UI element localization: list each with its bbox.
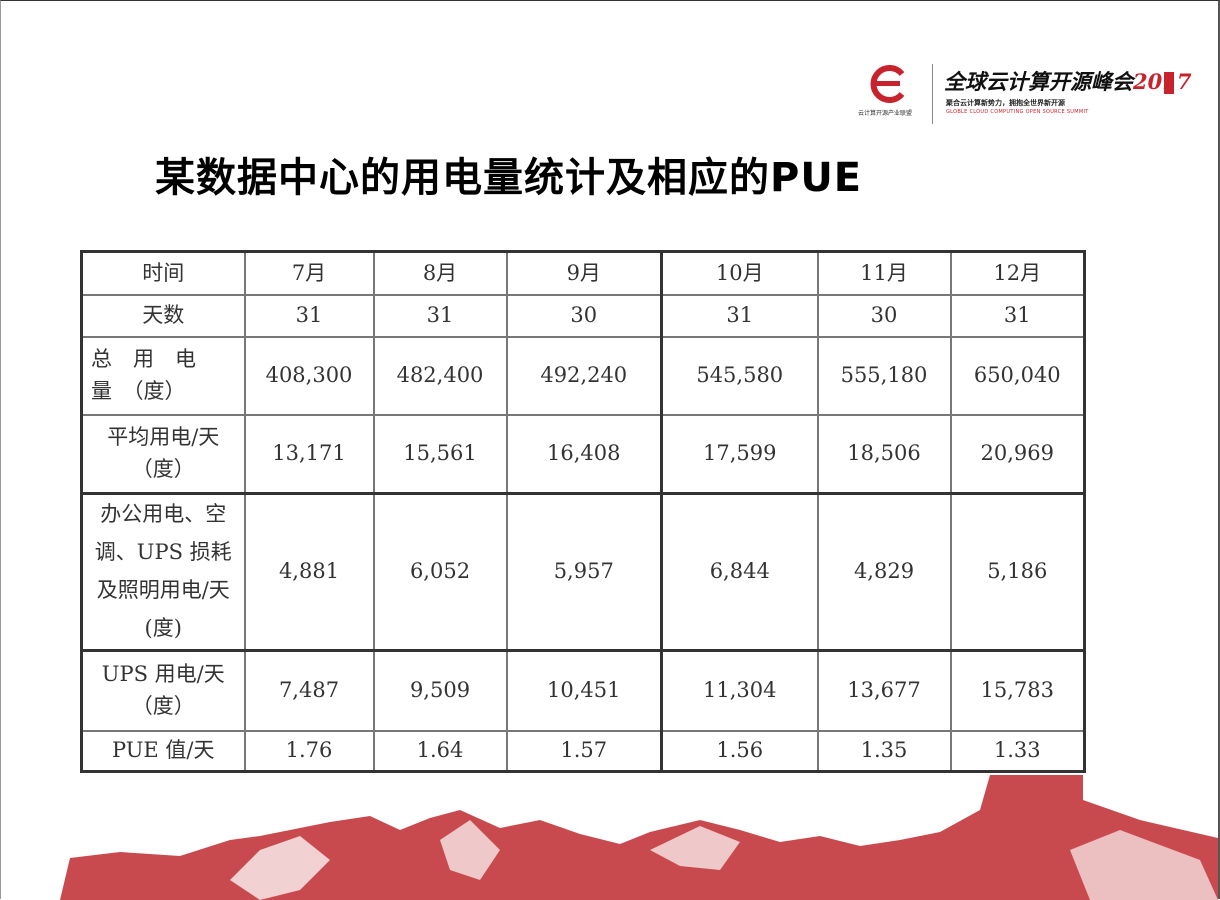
logo-subtitle: 聚合云计算新势力，拥抱全世界新开源 bbox=[946, 99, 1065, 107]
cell: 17,599 bbox=[660, 413, 819, 495]
logo-year: 2017 bbox=[1133, 69, 1192, 94]
header-label: 时间 bbox=[80, 250, 246, 296]
cell: 13,171 bbox=[243, 413, 375, 495]
row-label: 天数 bbox=[80, 293, 246, 338]
cell: 18,506 bbox=[816, 413, 952, 495]
cell: 482,400 bbox=[372, 335, 508, 416]
alliance-logo-icon bbox=[870, 65, 905, 103]
logo-divider bbox=[932, 64, 933, 124]
cell: 555,180 bbox=[816, 335, 952, 416]
row-label: 平均用电/天（度） bbox=[80, 413, 246, 495]
month-header: 10月 bbox=[660, 250, 819, 296]
cell: 1.64 bbox=[372, 729, 508, 773]
mountain-banner-decoration bbox=[60, 775, 1218, 900]
table-row: 办公用电、空调、UPS 损耗及照明用电/天(度) 4,881 6,052 5,9… bbox=[80, 492, 1086, 652]
row-label: 办公用电、空调、UPS 损耗及照明用电/天(度) bbox=[80, 492, 246, 652]
cell: 30 bbox=[816, 293, 952, 338]
cell: 11,304 bbox=[660, 649, 819, 732]
logo-title: 全球云计算开源峰会2017 bbox=[944, 66, 1191, 96]
cell: 1.57 bbox=[505, 729, 663, 773]
table-row: UPS 用电/天（度） 7,487 9,509 10,451 11,304 13… bbox=[80, 649, 1086, 732]
table-row: 平均用电/天（度） 13,171 15,561 16,408 17,599 18… bbox=[80, 413, 1086, 495]
cell: 5,957 bbox=[505, 492, 663, 652]
cell: 1.76 bbox=[243, 729, 375, 773]
table-row-header: 时间 7月 8月 9月 10月 11月 12月 bbox=[80, 250, 1086, 296]
row-label: PUE 值/天 bbox=[80, 729, 246, 773]
cell: 30 bbox=[505, 293, 663, 338]
cell: 31 bbox=[949, 293, 1086, 338]
cell: 1.33 bbox=[949, 729, 1086, 773]
row-label-line: 总 用 电 bbox=[91, 347, 196, 371]
cell: 9,509 bbox=[372, 649, 508, 732]
table-row: PUE 值/天 1.76 1.64 1.57 1.56 1.35 1.33 bbox=[80, 729, 1086, 773]
cell: 4,881 bbox=[243, 492, 375, 652]
cell: 408,300 bbox=[243, 335, 375, 416]
cell: 10,451 bbox=[505, 649, 663, 732]
cell: 31 bbox=[660, 293, 819, 338]
month-header: 8月 bbox=[372, 250, 508, 296]
cell: 20,969 bbox=[949, 413, 1086, 495]
month-header: 12月 bbox=[949, 250, 1086, 296]
cell: 15,561 bbox=[372, 413, 508, 495]
cell: 650,040 bbox=[949, 335, 1086, 416]
logo-org-name: 云计算开源产业联盟 bbox=[858, 110, 913, 117]
power-usage-table: 时间 7月 8月 9月 10月 11月 12月 天数 31 31 30 31 3… bbox=[80, 250, 1086, 773]
cell: 6,052 bbox=[372, 492, 508, 652]
cell: 5,186 bbox=[949, 492, 1086, 652]
month-header: 7月 bbox=[243, 250, 375, 296]
cell: 4,829 bbox=[816, 492, 952, 652]
slide-title: 某数据中心的用电量统计及相应的PUE bbox=[155, 155, 863, 201]
cell: 6,844 bbox=[660, 492, 819, 652]
cell: 15,783 bbox=[949, 649, 1086, 732]
cell: 31 bbox=[372, 293, 508, 338]
row-label: UPS 用电/天（度） bbox=[80, 649, 246, 732]
cell: 31 bbox=[243, 293, 375, 338]
cell: 7,487 bbox=[243, 649, 375, 732]
cell: 16,408 bbox=[505, 413, 663, 495]
cell: 492,240 bbox=[505, 335, 663, 416]
cell: 1.56 bbox=[660, 729, 819, 773]
cell: 13,677 bbox=[816, 649, 952, 732]
cell: 1.35 bbox=[816, 729, 952, 773]
logo-english: GLOBLE CLOUD COMPUTING OPEN SOURCE SUMMI… bbox=[946, 109, 1089, 115]
logo-badge bbox=[1164, 72, 1174, 94]
logo-title-text: 全球云计算开源峰会 bbox=[944, 69, 1133, 94]
summit-logo: 云计算开源产业联盟 全球云计算开源峰会2017 聚合云计算新势力，拥抱全世界新开… bbox=[858, 62, 1191, 126]
table-row: 总 用 电量 （度） 408,300 482,400 492,240 545,5… bbox=[80, 335, 1086, 416]
cell: 545,580 bbox=[660, 335, 819, 416]
row-label: 总 用 电量 （度） bbox=[80, 335, 246, 416]
month-header: 9月 bbox=[505, 250, 663, 296]
month-header: 11月 bbox=[816, 250, 952, 296]
row-label-line: 量 （度） bbox=[91, 378, 186, 403]
table-row: 天数 31 31 30 31 30 31 bbox=[80, 293, 1086, 338]
